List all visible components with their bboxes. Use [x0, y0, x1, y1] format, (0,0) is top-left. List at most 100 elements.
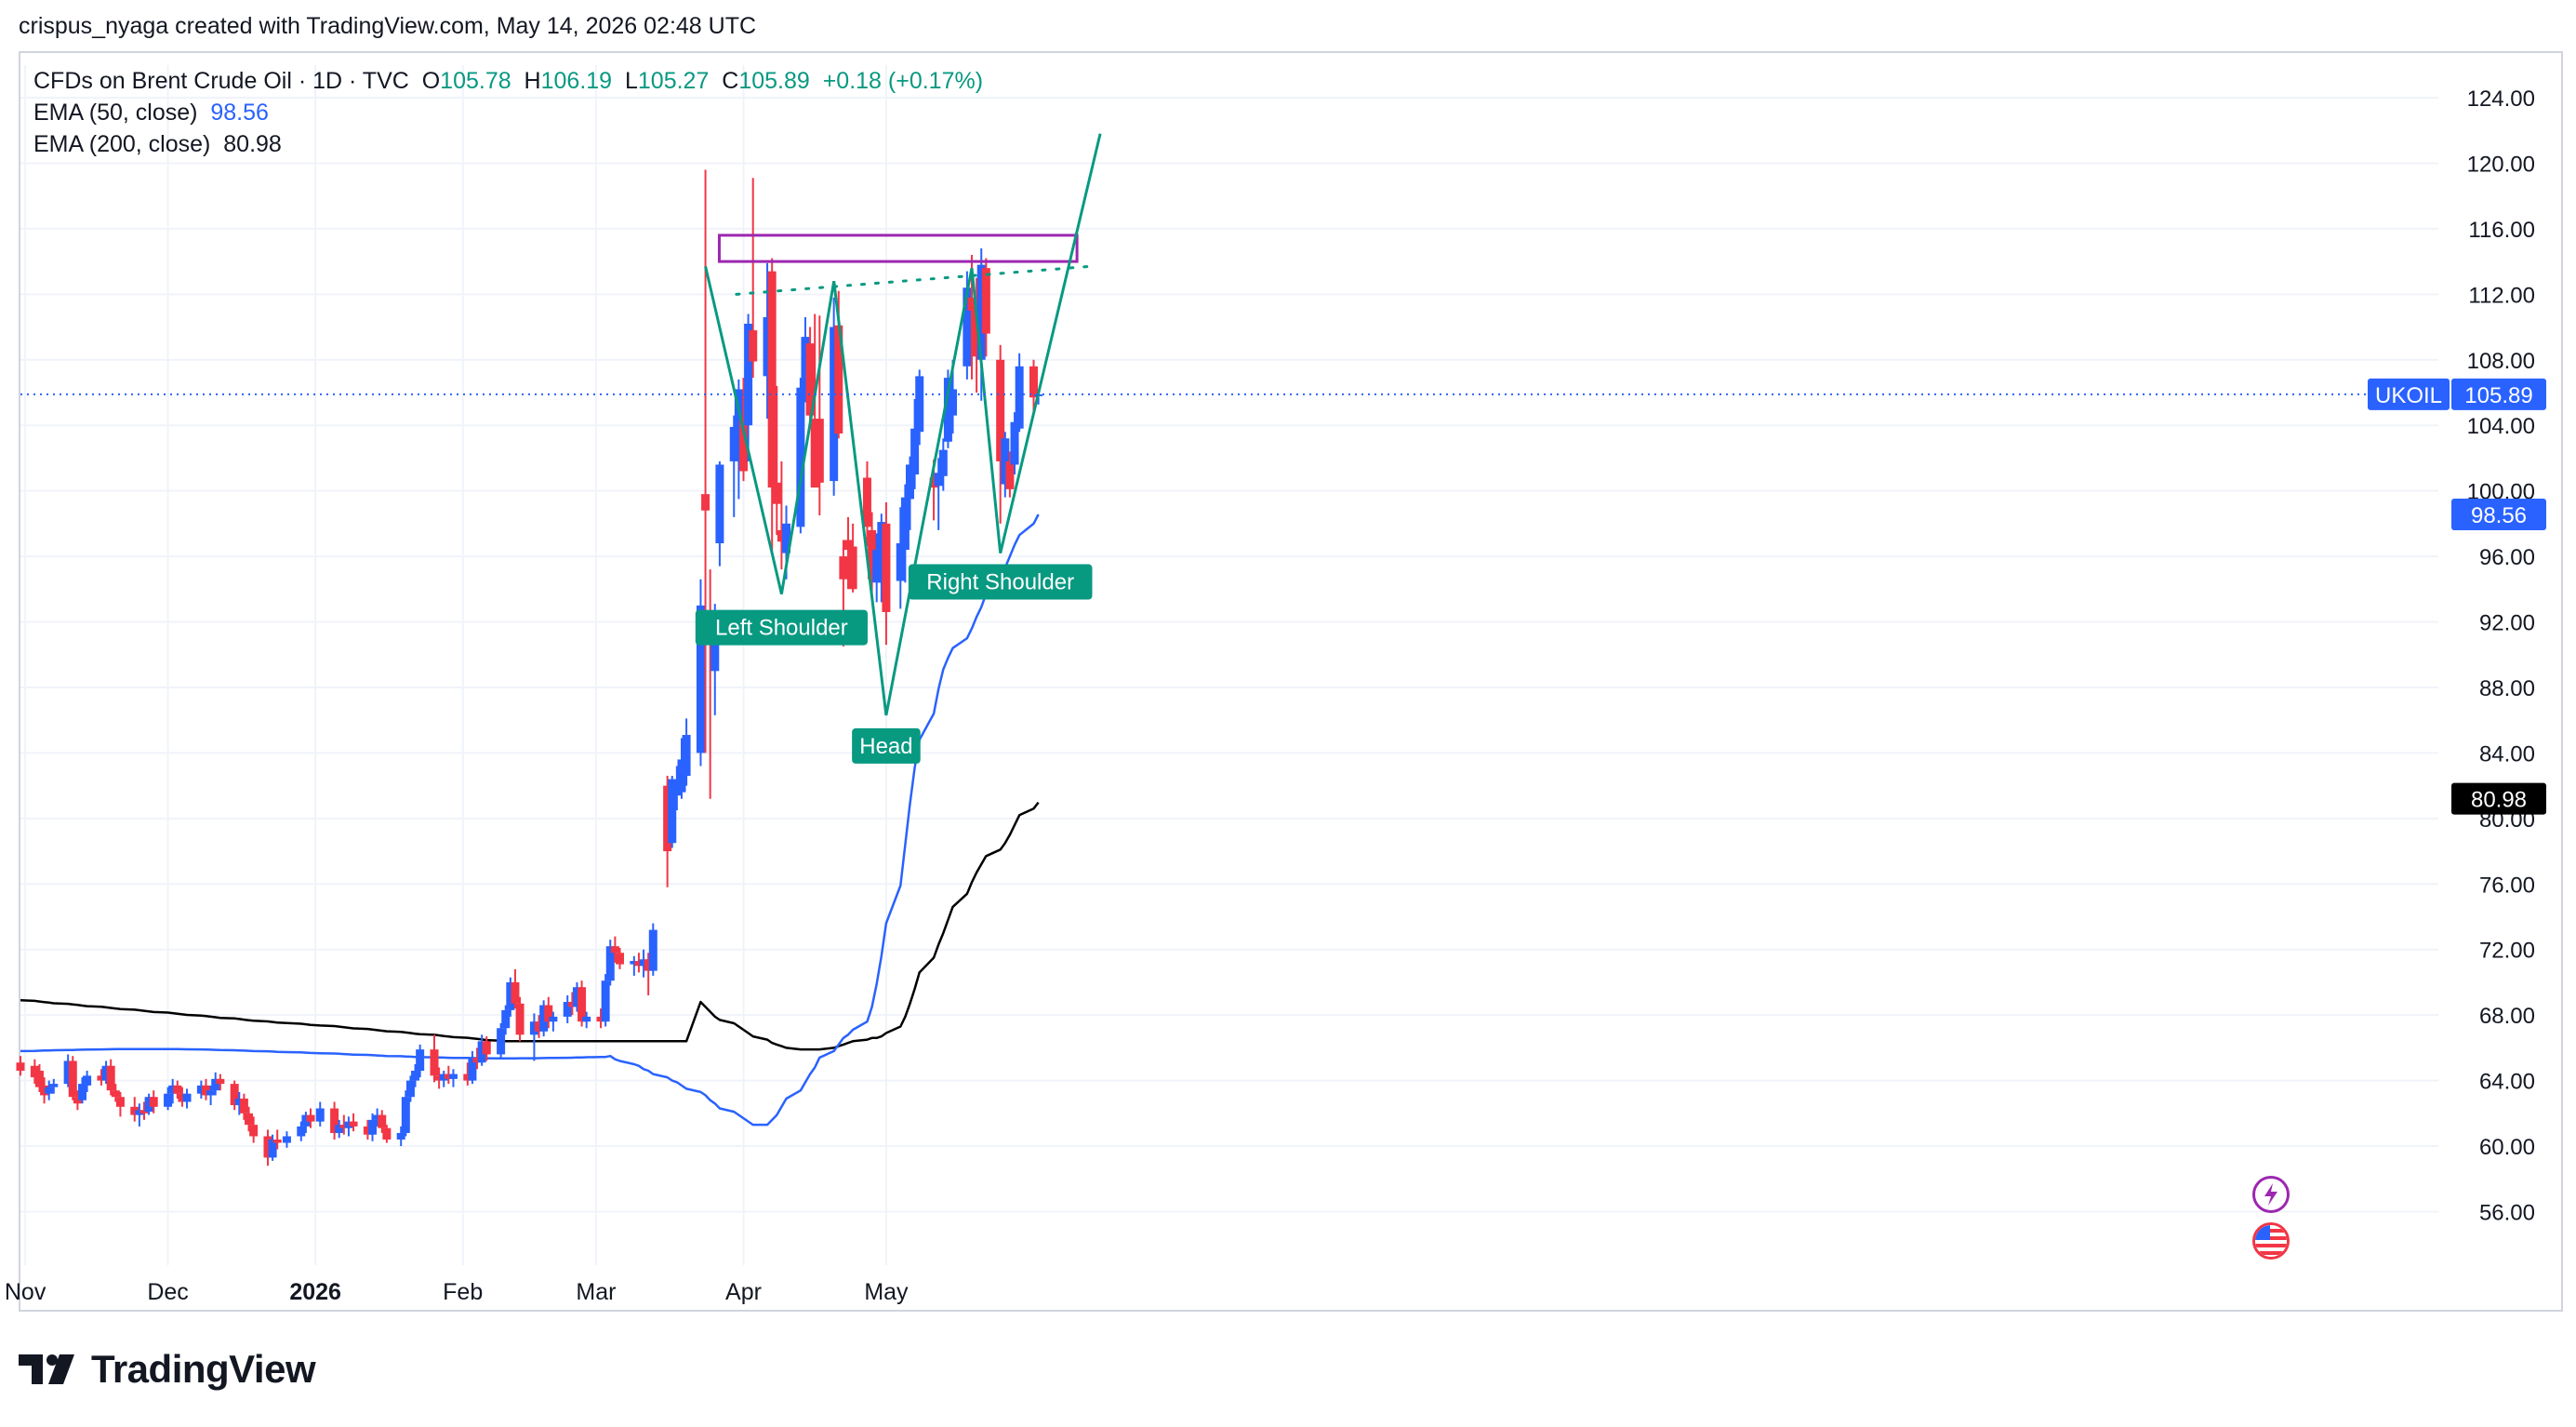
candle	[382, 1125, 392, 1143]
candle-body	[1005, 460, 1015, 489]
footer-logo[interactable]: TradingView	[19, 1347, 316, 1392]
candle-body	[796, 387, 805, 527]
high-label: H	[524, 68, 541, 94]
chart-frame[interactable]	[19, 51, 2563, 1312]
candle-body	[648, 929, 657, 971]
candle	[805, 327, 815, 429]
candle-body	[934, 473, 943, 487]
candle-body	[535, 1021, 544, 1032]
y-tick-label: 72.00	[2479, 939, 2535, 964]
left-shoulder-label-bg	[695, 609, 868, 646]
candle	[872, 533, 882, 603]
candle	[996, 344, 1005, 524]
candle	[144, 1093, 153, 1115]
candle	[34, 1063, 44, 1092]
candle-body	[567, 1002, 577, 1007]
candle	[111, 1084, 120, 1102]
candle	[1010, 412, 1019, 475]
ema50-legend-row[interactable]: EMA (50, close) 98.56	[33, 97, 983, 128]
grid	[20, 65, 2438, 1265]
candle-body	[339, 1125, 349, 1128]
candle	[601, 974, 610, 1027]
candle	[330, 1101, 339, 1140]
candle-body	[182, 1093, 192, 1102]
candle	[706, 569, 715, 799]
candle	[448, 1069, 458, 1087]
candle	[405, 1075, 415, 1102]
candle-body	[101, 1065, 111, 1081]
candle	[115, 1091, 125, 1117]
candle	[862, 460, 871, 547]
candle-body	[1010, 421, 1019, 465]
candle-body	[34, 1071, 44, 1087]
candle-body	[368, 1119, 378, 1135]
candle	[401, 1090, 410, 1137]
candle	[877, 513, 886, 603]
candle	[373, 1108, 382, 1127]
candle-body	[601, 980, 610, 1022]
candle-body	[405, 1080, 415, 1098]
x-tick-label: Feb	[443, 1279, 483, 1305]
candle-body	[196, 1085, 206, 1094]
candle-body	[972, 303, 981, 357]
candle-body	[206, 1090, 216, 1096]
last-price-tag-text: 105.89	[2464, 383, 2532, 408]
candle	[1015, 353, 1024, 433]
candle-body	[663, 785, 672, 852]
resistance-box	[717, 233, 1079, 263]
candle	[668, 776, 677, 848]
candle-body	[216, 1078, 225, 1085]
chart-legend: CFDs on Brent Crude Oil · 1D · TVC O105.…	[33, 65, 983, 160]
candle-body	[515, 1003, 524, 1035]
candle	[596, 1008, 605, 1029]
candle-body	[915, 376, 924, 433]
candle	[815, 315, 824, 516]
left-shoulder-label: Left Shoulder	[695, 609, 868, 646]
candle	[416, 1044, 425, 1078]
candle-body	[729, 426, 738, 461]
candle	[245, 1106, 254, 1132]
head-label: Head	[852, 727, 921, 764]
candle	[135, 1103, 144, 1127]
lightning-icon[interactable]	[2252, 1176, 2290, 1213]
y-tick-label: 112.00	[2468, 283, 2535, 308]
us-flag-icon[interactable]	[2252, 1222, 2290, 1260]
ema200-label: EMA (200, close)	[33, 131, 211, 157]
candle-body	[430, 1049, 439, 1076]
candle-body	[373, 1114, 382, 1120]
candle-body	[263, 1136, 272, 1158]
candle-body	[763, 316, 772, 377]
candle-body	[734, 389, 743, 450]
candle	[315, 1101, 325, 1127]
candle-body	[272, 1139, 282, 1143]
candle	[268, 1134, 277, 1161]
candle	[73, 1090, 82, 1111]
y-tick-label: 92.00	[2479, 611, 2535, 636]
symbol-title[interactable]: CFDs on Brent Crude Oil · 1D · TVC	[33, 68, 409, 94]
neckline	[735, 264, 1092, 296]
head-and-shoulders-line	[704, 133, 1102, 716]
candle	[663, 776, 672, 887]
candle-body	[268, 1139, 277, 1158]
candle-body	[605, 946, 615, 981]
last-price-tag-bg	[2451, 378, 2546, 410]
candle	[772, 385, 781, 536]
candle-body	[782, 523, 791, 553]
candle-body	[448, 1074, 458, 1079]
candle	[801, 316, 810, 403]
candle-body	[297, 1126, 306, 1137]
tradingview-logo-icon	[19, 1354, 74, 1384]
ema200-legend-row[interactable]: EMA (200, close) 80.98	[33, 128, 983, 160]
candle-body	[677, 759, 686, 793]
candle	[68, 1056, 77, 1100]
candle	[178, 1087, 187, 1107]
candle-body	[744, 324, 753, 426]
candle-body	[777, 529, 786, 542]
pattern-drawings: Left Shoulder Head Right Shoulder	[20, 133, 2438, 764]
candle	[910, 399, 920, 489]
ema200-price-tag-bg	[2451, 782, 2546, 815]
candle	[201, 1078, 210, 1100]
candle-body	[1015, 366, 1024, 429]
candle	[578, 980, 587, 1027]
